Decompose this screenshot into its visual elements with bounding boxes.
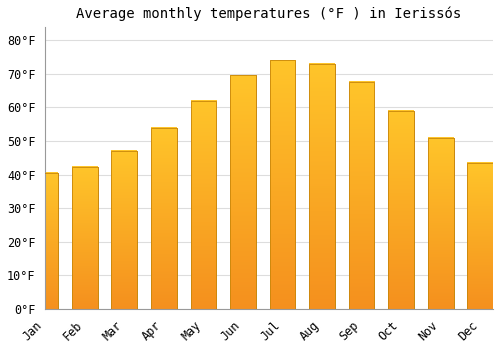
Bar <box>468 163 493 309</box>
Bar <box>270 61 295 309</box>
Bar <box>112 151 137 309</box>
Bar <box>112 151 137 309</box>
Bar <box>309 64 335 309</box>
Bar <box>190 101 216 309</box>
Bar <box>428 138 454 309</box>
Bar <box>230 75 256 309</box>
Bar <box>151 128 176 309</box>
Bar <box>230 75 256 309</box>
Bar <box>72 167 98 309</box>
Bar <box>388 111 414 309</box>
Bar <box>468 163 493 309</box>
Bar <box>190 101 216 309</box>
Bar <box>32 173 58 309</box>
Bar <box>72 167 98 309</box>
Bar <box>348 82 374 309</box>
Bar <box>428 138 454 309</box>
Bar <box>151 128 176 309</box>
Bar <box>270 61 295 309</box>
Bar <box>309 64 335 309</box>
Bar <box>388 111 414 309</box>
Bar <box>348 82 374 309</box>
Title: Average monthly temperatures (°F ) in Ierissós: Average monthly temperatures (°F ) in Ie… <box>76 7 462 21</box>
Bar <box>32 173 58 309</box>
